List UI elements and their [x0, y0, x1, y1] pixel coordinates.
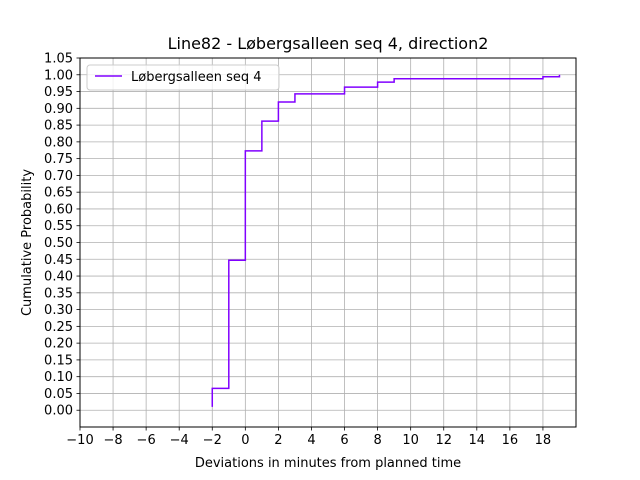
y-tick-label: 1.00	[44, 68, 73, 83]
y-tick-label: 0.15	[44, 353, 73, 368]
x-tick-label: −6	[137, 433, 156, 448]
legend-box	[86, 64, 280, 91]
ticks: −10 −8 −6 −4 −2 0 2 4 6 8 10 12 14 16 18 0.00 0.05 0.10 0.…	[44, 52, 551, 449]
y-tick-label: 0.50	[44, 236, 73, 251]
y-tick-label: 0.75	[44, 152, 73, 167]
y-tick-label: 0.60	[44, 202, 73, 217]
y-tick-label: 0.80	[44, 135, 73, 150]
x-tick-label: 18	[535, 433, 552, 448]
y-tick-label: 0.90	[44, 102, 73, 117]
x-tick-label: −4	[170, 433, 189, 448]
x-tick-label: −10	[66, 433, 93, 448]
x-tick-label: 8	[373, 433, 381, 448]
x-tick-label: −2	[203, 433, 222, 448]
y-tick-label: 0.95	[44, 85, 73, 100]
y-axis-label: Cumulative Probability	[20, 169, 35, 316]
y-tick-label: 0.25	[44, 320, 73, 335]
x-tick-label: 16	[502, 433, 519, 448]
grid	[79, 57, 576, 427]
x-tick-label: 0	[241, 433, 249, 448]
y-tick-label: 0.40	[44, 270, 73, 285]
chart-title: Line82 - Løbergsalleen seq 4, direction2	[168, 34, 489, 53]
x-tick-label: 14	[469, 433, 486, 448]
x-tick-label: 12	[435, 433, 452, 448]
y-tick-label: 0.35	[44, 286, 73, 301]
y-tick-label: 0.05	[44, 387, 73, 402]
y-tick-label: 0.20	[44, 337, 73, 352]
y-tick-label: 0.00	[44, 404, 73, 419]
legend-label: Løbergsalleen seq 4	[131, 70, 262, 85]
x-tick-label: 2	[274, 433, 282, 448]
x-tick-label: −8	[103, 433, 122, 448]
x-axis-label: Deviations in minutes from planned time	[195, 456, 461, 471]
series-layer	[211, 74, 561, 407]
y-tick-label: 0.55	[44, 219, 73, 234]
y-tick-label: 0.45	[44, 253, 73, 268]
x-tick-label: 10	[402, 433, 419, 448]
x-tick-label: 6	[340, 433, 348, 448]
x-tick-label: 4	[307, 433, 315, 448]
y-tick-label: 1.05	[44, 52, 73, 67]
y-tick-label: 0.70	[44, 169, 73, 184]
y-tick-label: 0.65	[44, 186, 73, 201]
series-line	[211, 74, 561, 407]
legend: Løbergsalleen seq 4	[86, 64, 280, 91]
y-tick-label: 0.85	[44, 119, 73, 134]
y-tick-label: 0.30	[44, 303, 73, 318]
y-tick-label: 0.10	[44, 370, 73, 385]
